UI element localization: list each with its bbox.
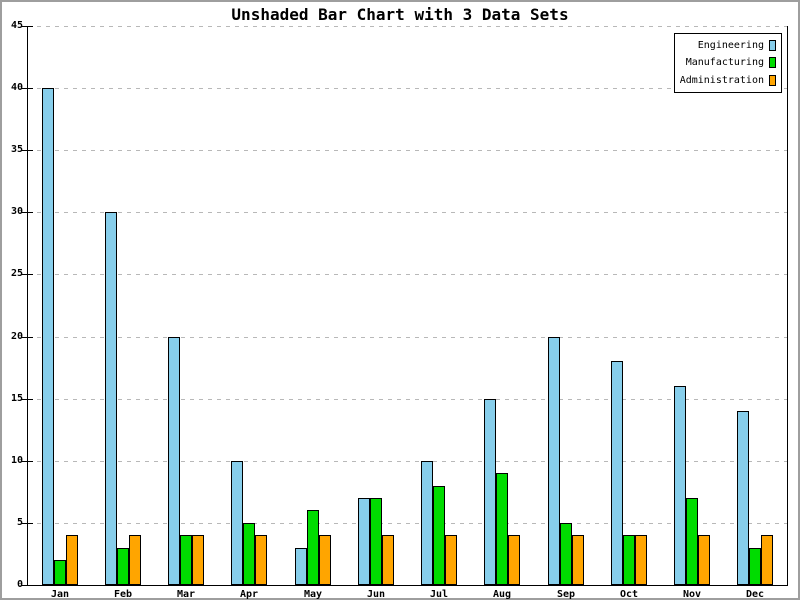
bar-manufacturing-feb — [117, 548, 129, 585]
bar-administration-feb — [129, 535, 141, 585]
bar-engineering-feb — [105, 212, 117, 585]
y-tick-label-45: 45 — [10, 20, 23, 31]
bar-engineering-mar — [168, 337, 180, 585]
y-tick-label-15: 15 — [10, 393, 23, 404]
legend-item-administration: Administration — [679, 74, 776, 86]
x-axis-label-jan: Jan — [50, 589, 70, 600]
gridline-25 — [28, 274, 787, 275]
legend-item-engineering: Engineering — [680, 40, 776, 52]
x-axis-label-feb: Feb — [113, 589, 133, 600]
bar-manufacturing-sep — [560, 523, 572, 585]
x-axis-label-jul: Jul — [429, 589, 449, 600]
bar-administration-sep — [572, 535, 584, 585]
bar-administration-oct — [635, 535, 647, 585]
gridline-30 — [28, 212, 787, 213]
bar-administration-nov — [698, 535, 710, 585]
x-axis-label-jun: Jun — [366, 589, 386, 600]
bar-manufacturing-aug — [496, 473, 508, 585]
bar-engineering-jan — [42, 88, 54, 585]
gridline-5 — [28, 523, 787, 524]
bar-manufacturing-dec — [749, 548, 761, 585]
y-tick-label-20: 20 — [10, 331, 23, 342]
bar-manufacturing-may — [307, 510, 319, 585]
bar-administration-aug — [508, 535, 520, 585]
bar-manufacturing-jan — [54, 560, 66, 585]
bar-administration-mar — [192, 535, 204, 585]
legend-item-manufacturing: Manufacturing — [680, 57, 776, 69]
bar-administration-dec — [761, 535, 773, 585]
legend: Engineering Manufacturing Administration — [674, 33, 782, 93]
bar-manufacturing-mar — [180, 535, 192, 585]
gridline-15 — [28, 399, 787, 400]
x-axis-label-mar: Mar — [176, 589, 196, 600]
gridline-35 — [28, 150, 787, 151]
x-axis-label-apr: Apr — [239, 589, 259, 600]
bar-administration-jan — [66, 535, 78, 585]
bar-administration-jul — [445, 535, 457, 585]
bar-engineering-jun — [358, 498, 370, 585]
legend-swatch-engineering — [769, 40, 776, 52]
bar-engineering-dec — [737, 411, 749, 585]
bar-engineering-oct — [611, 361, 623, 585]
y-tick-label-0: 0 — [16, 579, 23, 590]
y-tick-label-35: 35 — [10, 144, 23, 155]
bar-manufacturing-jun — [370, 498, 382, 585]
y-axis-line-right — [787, 26, 788, 586]
bar-manufacturing-nov — [686, 498, 698, 585]
legend-label: Administration — [679, 74, 764, 86]
bar-manufacturing-apr — [243, 523, 255, 585]
x-axis-label-may: May — [303, 589, 323, 600]
bar-manufacturing-jul — [433, 486, 445, 585]
gridline-45 — [28, 26, 787, 27]
x-axis-label-sep: Sep — [556, 589, 576, 600]
bar-manufacturing-oct — [623, 535, 635, 585]
gridline-20 — [28, 337, 787, 338]
legend-swatch-administration — [769, 74, 776, 86]
x-axis-label-dec: Dec — [745, 589, 765, 600]
x-axis-label-aug: Aug — [492, 589, 512, 600]
gridline-40 — [28, 88, 787, 89]
y-tick-label-5: 5 — [16, 517, 23, 528]
y-tick-label-25: 25 — [10, 268, 23, 279]
x-axis-line — [27, 585, 788, 586]
bar-administration-may — [319, 535, 331, 585]
y-tick-label-10: 10 — [10, 455, 23, 466]
bar-engineering-nov — [674, 386, 686, 585]
bar-engineering-may — [295, 548, 307, 585]
y-axis-line-left — [27, 26, 28, 586]
gridline-10 — [28, 461, 787, 462]
bar-engineering-apr — [231, 461, 243, 585]
bar-engineering-sep — [548, 337, 560, 585]
legend-label: Engineering — [697, 40, 764, 52]
legend-swatch-manufacturing — [769, 57, 776, 69]
legend-label: Manufacturing — [685, 57, 764, 69]
bar-administration-apr — [255, 535, 267, 585]
y-tick-label-40: 40 — [10, 82, 23, 93]
bar-engineering-aug — [484, 399, 496, 585]
bar-engineering-jul — [421, 461, 433, 585]
x-axis-label-oct: Oct — [619, 589, 639, 600]
bar-administration-jun — [382, 535, 394, 585]
chart-title: Unshaded Bar Chart with 3 Data Sets — [231, 5, 569, 24]
x-axis-label-nov: Nov — [682, 589, 702, 600]
y-tick-label-30: 30 — [10, 206, 23, 217]
plot-area: 0 5 10 15 20 25 30 35 40 45 Jan Feb Mar Apr May Jun Jul… — [11, 20, 788, 600]
